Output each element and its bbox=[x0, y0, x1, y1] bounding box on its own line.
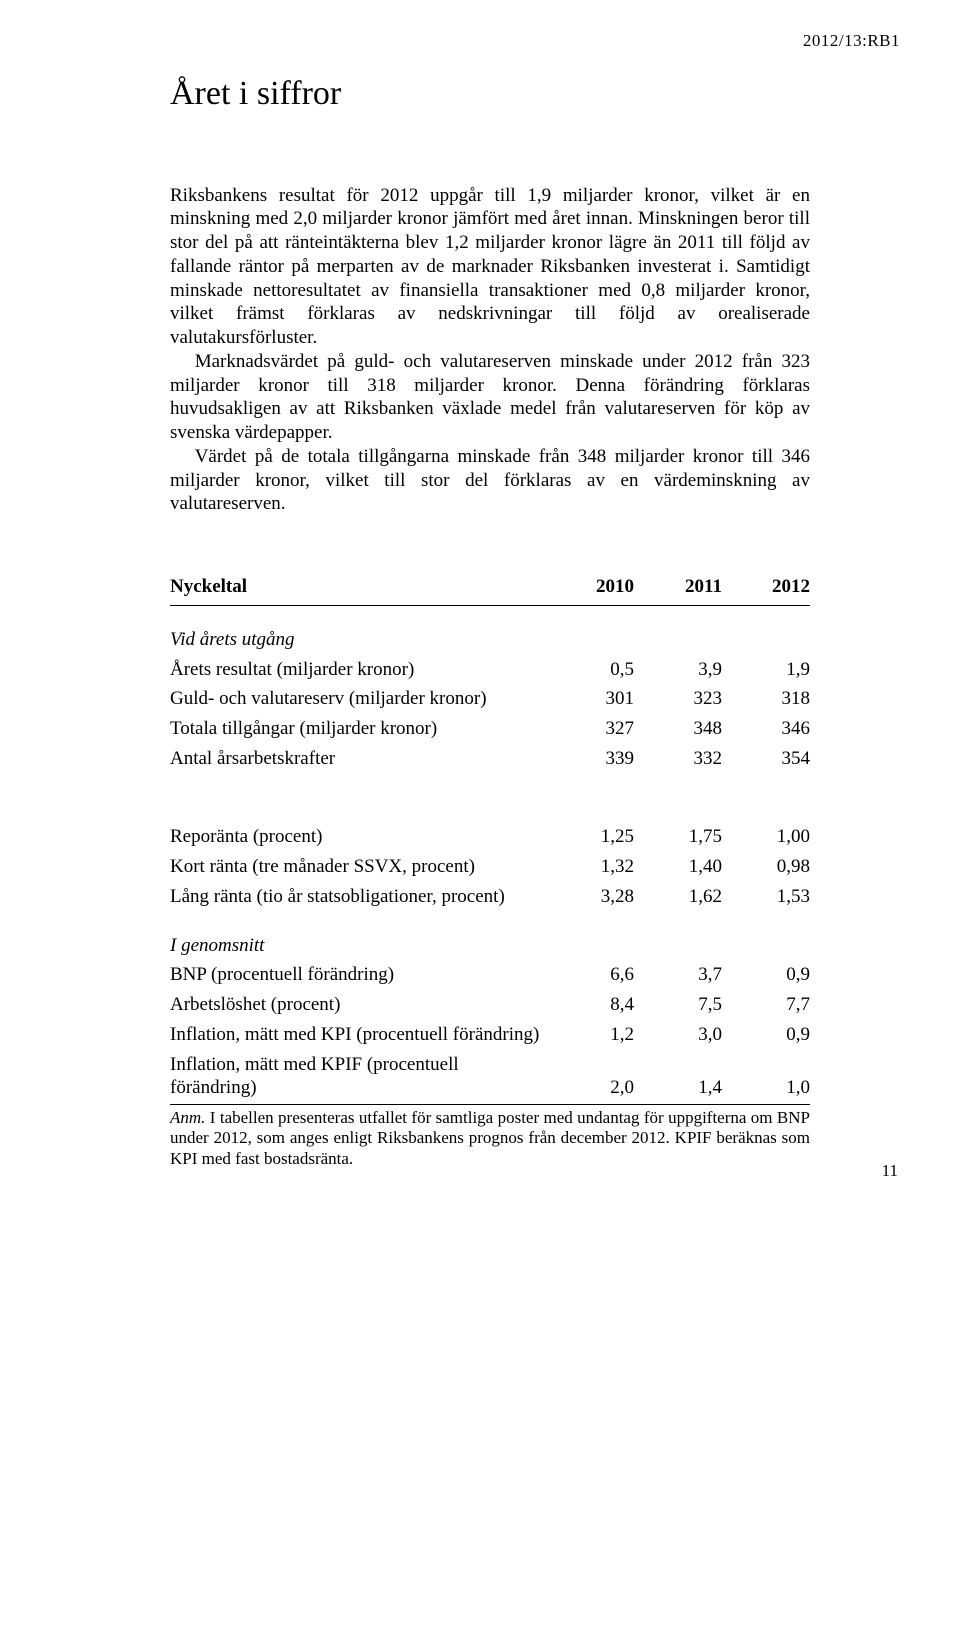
section-head-label: I genomsnitt bbox=[170, 912, 810, 961]
page-title: Året i siffror bbox=[170, 73, 810, 116]
row-val: 1,25 bbox=[546, 822, 634, 852]
row-val: 1,0 bbox=[722, 1050, 810, 1105]
table-row: Reporänta (procent) 1,25 1,75 1,00 bbox=[170, 822, 810, 852]
row-label: Kort ränta (tre månader SSVX, procent) bbox=[170, 852, 546, 882]
row-val: 0,98 bbox=[722, 852, 810, 882]
row-val: 1,75 bbox=[634, 822, 722, 852]
row-label: Inflation, mätt med KPI (procentuell för… bbox=[170, 1020, 546, 1050]
table-header-row: Nyckeltal 2010 2011 2012 bbox=[170, 571, 810, 605]
paragraph-3: Värdet på de totala tillgångarna minskad… bbox=[170, 445, 810, 516]
row-label: BNP (procentuell förändring) bbox=[170, 960, 546, 990]
table-row: Lång ränta (tio år statsobligationer, pr… bbox=[170, 882, 810, 912]
row-label: Arbetslöshet (procent) bbox=[170, 990, 546, 1020]
row-label: Inflation, mätt med KPIF (procentuell fö… bbox=[170, 1050, 546, 1105]
row-val: 301 bbox=[546, 684, 634, 714]
table-row: Årets resultat (miljarder kronor) 0,5 3,… bbox=[170, 655, 810, 685]
table-row: BNP (procentuell förändring) 6,6 3,7 0,9 bbox=[170, 960, 810, 990]
row-val: 346 bbox=[722, 714, 810, 744]
table-row: Guld- och valutareserv (miljarder kronor… bbox=[170, 684, 810, 714]
section-head-row: I genomsnitt bbox=[170, 912, 810, 961]
row-val: 1,53 bbox=[722, 882, 810, 912]
note-text: I tabellen presenteras utfallet för samt… bbox=[170, 1108, 810, 1168]
row-val: 1,00 bbox=[722, 822, 810, 852]
table-header-2011: 2011 bbox=[634, 571, 722, 605]
row-val: 1,9 bbox=[722, 655, 810, 685]
section-head-label: Vid årets utgång bbox=[170, 605, 810, 654]
table-row: Inflation, mätt med KPI (procentuell för… bbox=[170, 1020, 810, 1050]
row-label: Totala tillgångar (miljarder kronor) bbox=[170, 714, 546, 744]
row-val: 327 bbox=[546, 714, 634, 744]
paragraph-1: Riksbankens resultat för 2012 uppgår til… bbox=[170, 184, 810, 350]
row-val: 354 bbox=[722, 744, 810, 774]
row-val: 332 bbox=[634, 744, 722, 774]
row-label: Reporänta (procent) bbox=[170, 822, 546, 852]
row-label: Årets resultat (miljarder kronor) bbox=[170, 655, 546, 685]
nyckeltal-table: Nyckeltal 2010 2011 2012 Vid årets utgån… bbox=[170, 571, 810, 1105]
table-header-2012: 2012 bbox=[722, 571, 810, 605]
page-number: 11 bbox=[882, 1160, 898, 1181]
row-val: 1,62 bbox=[634, 882, 722, 912]
row-val: 0,5 bbox=[546, 655, 634, 685]
row-val: 7,7 bbox=[722, 990, 810, 1020]
table-row: Totala tillgångar (miljarder kronor) 327… bbox=[170, 714, 810, 744]
row-val: 339 bbox=[546, 744, 634, 774]
row-val: 3,7 bbox=[634, 960, 722, 990]
table-row: Inflation, mätt med KPIF (procentuell fö… bbox=[170, 1050, 810, 1105]
row-val: 6,6 bbox=[546, 960, 634, 990]
row-label: Guld- och valutareserv (miljarder kronor… bbox=[170, 684, 546, 714]
row-val: 3,0 bbox=[634, 1020, 722, 1050]
document-id: 2012/13:RB1 bbox=[803, 30, 900, 51]
row-val: 0,9 bbox=[722, 1020, 810, 1050]
table-row: Kort ränta (tre månader SSVX, procent) 1… bbox=[170, 852, 810, 882]
row-label: Lång ränta (tio år statsobligationer, pr… bbox=[170, 882, 546, 912]
row-val: 348 bbox=[634, 714, 722, 744]
row-val: 1,40 bbox=[634, 852, 722, 882]
page-container: 2012/13:RB1 Året i siffror Riksbankens r… bbox=[0, 0, 960, 1209]
body-text: Riksbankens resultat för 2012 uppgår til… bbox=[170, 184, 810, 517]
row-val: 2,0 bbox=[546, 1050, 634, 1105]
row-label: Antal årsarbetskrafter bbox=[170, 744, 546, 774]
row-val: 1,2 bbox=[546, 1020, 634, 1050]
note-label: Anm. bbox=[170, 1108, 205, 1127]
table-note: Anm. I tabellen presenteras utfallet för… bbox=[170, 1108, 810, 1169]
row-val: 0,9 bbox=[722, 960, 810, 990]
row-val: 323 bbox=[634, 684, 722, 714]
table-header-2010: 2010 bbox=[546, 571, 634, 605]
paragraph-2: Marknadsvärdet på guld- och valutareserv… bbox=[170, 350, 810, 445]
row-val: 3,28 bbox=[546, 882, 634, 912]
section-spacer bbox=[170, 774, 810, 823]
section-head-row: Vid årets utgång bbox=[170, 605, 810, 654]
table-row: Antal årsarbetskrafter 339 332 354 bbox=[170, 744, 810, 774]
row-val: 318 bbox=[722, 684, 810, 714]
table-row: Arbetslöshet (procent) 8,4 7,5 7,7 bbox=[170, 990, 810, 1020]
section-spacer-row bbox=[170, 774, 810, 823]
row-val: 1,32 bbox=[546, 852, 634, 882]
row-val: 8,4 bbox=[546, 990, 634, 1020]
row-val: 3,9 bbox=[634, 655, 722, 685]
row-val: 1,4 bbox=[634, 1050, 722, 1105]
row-val: 7,5 bbox=[634, 990, 722, 1020]
table-header-label: Nyckeltal bbox=[170, 571, 546, 605]
